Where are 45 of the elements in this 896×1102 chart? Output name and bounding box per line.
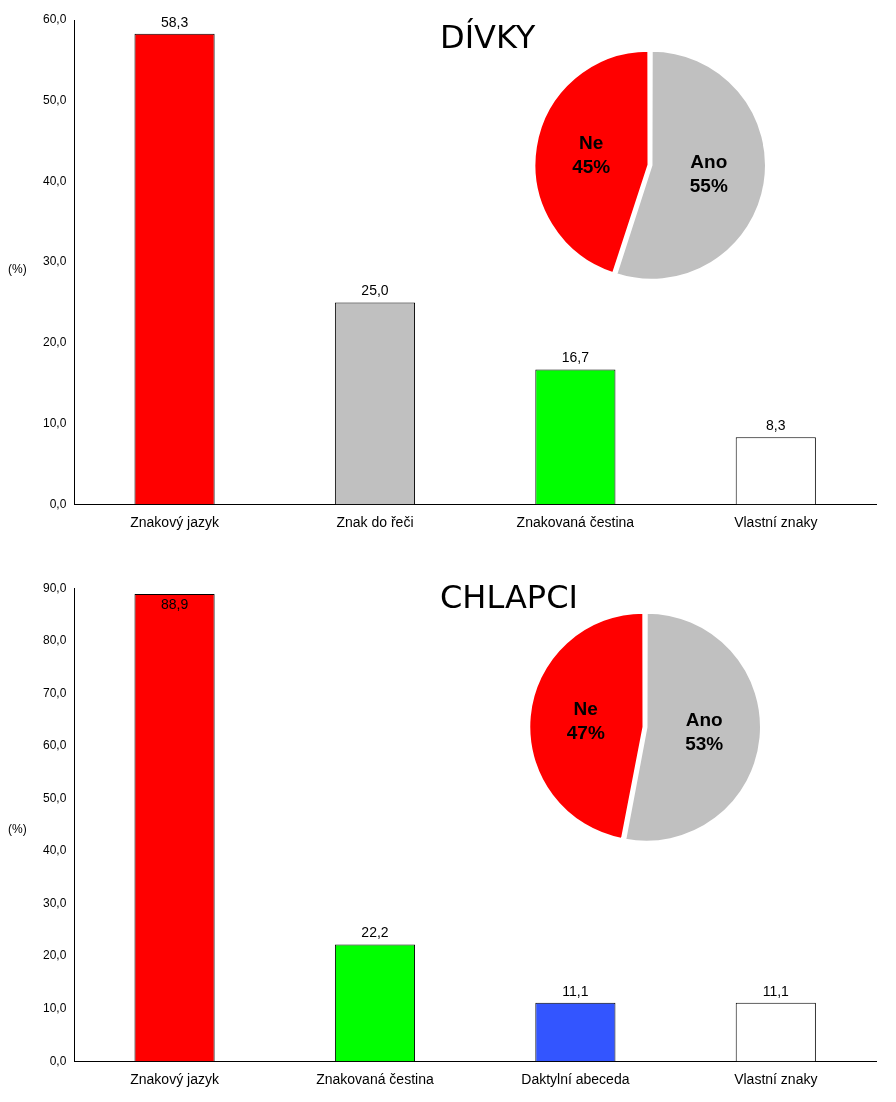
y-tick-label: 20,0: [43, 335, 67, 350]
data-label: 88,9: [160, 595, 189, 612]
data-label: 22,2: [361, 924, 389, 941]
y-tick-label: 0,0: [49, 1053, 67, 1068]
y-tick-label: 50,0: [43, 93, 67, 108]
y-tick-label: 40,0: [43, 843, 67, 858]
chart-title: DÍVKY: [440, 18, 536, 56]
data-label: 55%: [689, 174, 728, 196]
y-tick-label: 0,0: [49, 496, 67, 511]
data-label: 16,7: [561, 349, 590, 366]
data-label: 11,1: [562, 982, 589, 999]
slice-label: Ne: [573, 697, 598, 719]
x-tick-label: Znak do řeči: [336, 514, 414, 531]
slice-label: Ano: [690, 150, 728, 172]
y-tick-label: 40,0: [43, 173, 67, 188]
y-axis-title: (%): [8, 822, 27, 836]
data-label: 45%: [572, 155, 611, 177]
x-tick-label: Vlastní znaky: [734, 1071, 818, 1088]
y-tick-label: 60,0: [43, 12, 67, 27]
data-label: 8,3: [766, 417, 786, 434]
slice-label: Ano: [685, 708, 723, 730]
y-tick-label: 50,0: [43, 790, 67, 805]
x-tick-label: Znakový jazyk: [130, 1071, 220, 1088]
data-label: 11,1: [762, 982, 790, 999]
chart-title: CHLAPCI: [440, 578, 578, 616]
data-label: 25,0: [361, 282, 389, 299]
y-tick-label: 70,0: [43, 685, 67, 700]
y-tick-label: 80,0: [43, 633, 67, 648]
y-tick-label: 10,0: [43, 415, 67, 430]
y-tick-label: 20,0: [43, 948, 67, 963]
y-tick-label: 30,0: [43, 895, 67, 910]
y-axis-title: (%): [8, 262, 27, 276]
data-label: 47%: [566, 721, 605, 743]
x-tick-label: Daktylní abeceda: [521, 1071, 630, 1088]
y-tick-label: 90,0: [43, 580, 67, 595]
data-label: 58,3: [160, 13, 189, 30]
slice-label: Ne: [579, 131, 604, 153]
x-tick-label: Znakový jazyk: [130, 514, 220, 531]
y-tick-label: 10,0: [43, 1000, 67, 1015]
y-tick-label: 60,0: [43, 738, 67, 753]
x-tick-label: Vlastní znaky: [734, 514, 818, 531]
y-tick-label: 30,0: [43, 254, 67, 269]
data-label: 53%: [685, 732, 724, 754]
x-tick-label: Znakovaná čestina: [316, 1071, 434, 1088]
x-tick-label: Znakovaná čestina: [516, 514, 635, 531]
